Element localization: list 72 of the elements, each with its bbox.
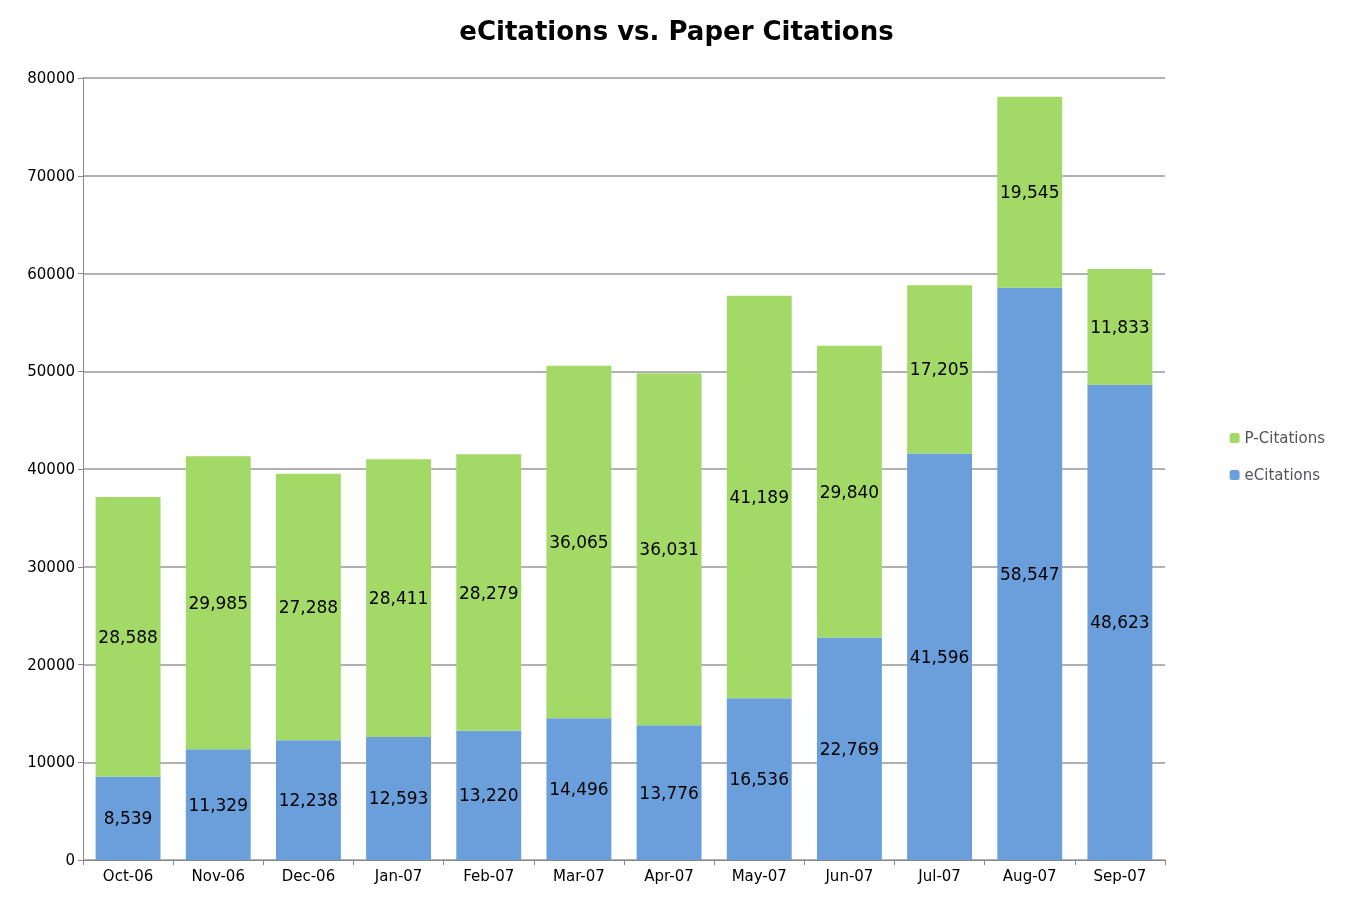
bar [456, 730, 522, 860]
bar [997, 287, 1063, 860]
bar [366, 459, 432, 737]
y-tick-label: 10000 [27, 753, 75, 772]
x-tick-label: Mar-07 [552, 866, 605, 885]
x-tick-label: Sep-07 [1093, 866, 1147, 885]
bar [726, 698, 792, 860]
x-tick-label: Apr-07 [644, 866, 694, 885]
data-label: 17,205 [909, 359, 970, 380]
bar [456, 454, 522, 731]
data-label: 36,031 [639, 539, 699, 560]
data-label: 13,776 [639, 782, 699, 803]
y-tick-label: 40000 [27, 460, 75, 478]
data-label: 29,840 [819, 481, 880, 502]
bar [907, 285, 973, 454]
bar [95, 776, 161, 860]
data-label: 58,547 [1000, 563, 1060, 584]
x-tick-label: Oct-06 [102, 866, 154, 885]
x-tick-label: Aug-07 [1002, 866, 1057, 885]
x-tick-label: Jun-07 [824, 866, 874, 885]
data-label: 36,065 [549, 532, 609, 553]
bar [275, 740, 341, 860]
y-tick-label: 30000 [27, 557, 75, 576]
legend-label: P-Citations [1244, 429, 1326, 447]
data-label: 48,623 [1090, 612, 1150, 633]
y-tick-label: 20000 [27, 655, 75, 674]
data-label: 22,769 [819, 738, 880, 759]
bar [185, 749, 251, 860]
bar [816, 345, 882, 638]
data-label: 19,545 [1000, 182, 1060, 203]
data-label: 28,279 [459, 582, 519, 603]
bar [546, 365, 612, 719]
bar [636, 725, 702, 860]
bar [907, 453, 973, 860]
bar [95, 497, 161, 777]
data-label: 29,985 [188, 592, 248, 613]
data-label: 11,833 [1090, 316, 1150, 337]
data-label: 14,496 [549, 779, 609, 800]
data-label: 11,329 [188, 794, 248, 815]
x-tick-label: Dec-06 [281, 866, 336, 885]
y-tick-label: 60000 [27, 264, 75, 283]
x-tick-label: May-07 [731, 866, 787, 885]
bar [997, 96, 1063, 288]
data-label: 8,539 [103, 808, 153, 829]
bar [546, 718, 612, 860]
data-label: 27,288 [278, 597, 339, 617]
x-tick-label: Nov-06 [191, 866, 245, 885]
bar [1087, 269, 1153, 385]
y-tick-label: 70000 [27, 166, 75, 185]
data-label: 13,220 [459, 785, 519, 806]
data-label: 41,596 [909, 646, 970, 667]
bar [366, 736, 432, 860]
x-tick-label: Jan-07 [373, 866, 423, 885]
bar [275, 473, 341, 741]
y-tick-label: 80000 [27, 69, 75, 87]
x-tick-label: Feb-07 [463, 866, 515, 885]
chart-title: eCitations vs. Paper Citations [459, 16, 894, 46]
data-label: 28,411 [368, 588, 429, 609]
data-label: 28,588 [98, 626, 158, 647]
y-tick-label: 50000 [27, 362, 75, 381]
bar [816, 637, 882, 860]
data-label: 16,536 [729, 769, 789, 790]
data-label: 12,238 [278, 790, 339, 811]
data-label: 12,593 [368, 788, 429, 809]
legend-label: eCitations [1244, 466, 1321, 484]
bar [726, 295, 792, 699]
bar [636, 373, 702, 726]
data-label: 41,189 [729, 487, 789, 508]
x-tick-label: Jul-07 [917, 866, 961, 885]
y-tick-label: 0 [65, 851, 75, 869]
bar [185, 456, 251, 750]
bar [1087, 384, 1153, 860]
